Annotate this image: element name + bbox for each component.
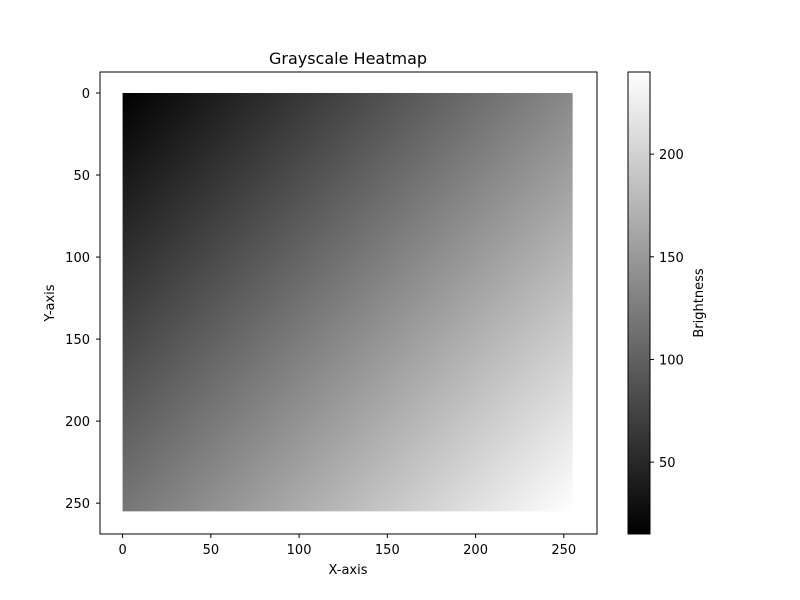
colorbar <box>627 71 651 535</box>
colorbar-tick-label: 200 <box>659 148 684 163</box>
x-tick-label: 250 <box>551 543 576 558</box>
y-axis-ticks: 0 50 100 150 200 250 <box>65 87 100 512</box>
colorbar-ticks: 50 100 150 200 <box>650 148 684 471</box>
x-tick-label: 100 <box>287 543 312 558</box>
x-tick-label: 0 <box>118 543 126 558</box>
colorbar-label: Brightness <box>692 268 707 337</box>
plot-area-frame <box>99 71 598 535</box>
x-tick-label: 150 <box>375 543 400 558</box>
y-tick-label: 150 <box>65 333 90 348</box>
y-tick-label: 100 <box>65 251 90 266</box>
y-tick-label: 0 <box>82 87 90 102</box>
x-axis-label: X-axis <box>329 563 368 578</box>
colorbar-tick-label: 50 <box>659 456 676 471</box>
y-tick-label: 50 <box>73 169 90 184</box>
y-tick-label: 200 <box>65 415 90 430</box>
heatmap-image <box>122 93 573 512</box>
y-tick-label: 250 <box>65 497 90 512</box>
x-axis-ticks: 0 50 100 150 200 250 <box>118 534 576 558</box>
colorbar-tick-label: 150 <box>659 251 684 266</box>
x-tick-label: 50 <box>203 543 220 558</box>
x-tick-label: 200 <box>463 543 488 558</box>
y-axis-label: Y-axis <box>43 284 58 322</box>
chart-title: Grayscale Heatmap <box>269 49 427 68</box>
colorbar-tick-label: 100 <box>659 353 684 368</box>
